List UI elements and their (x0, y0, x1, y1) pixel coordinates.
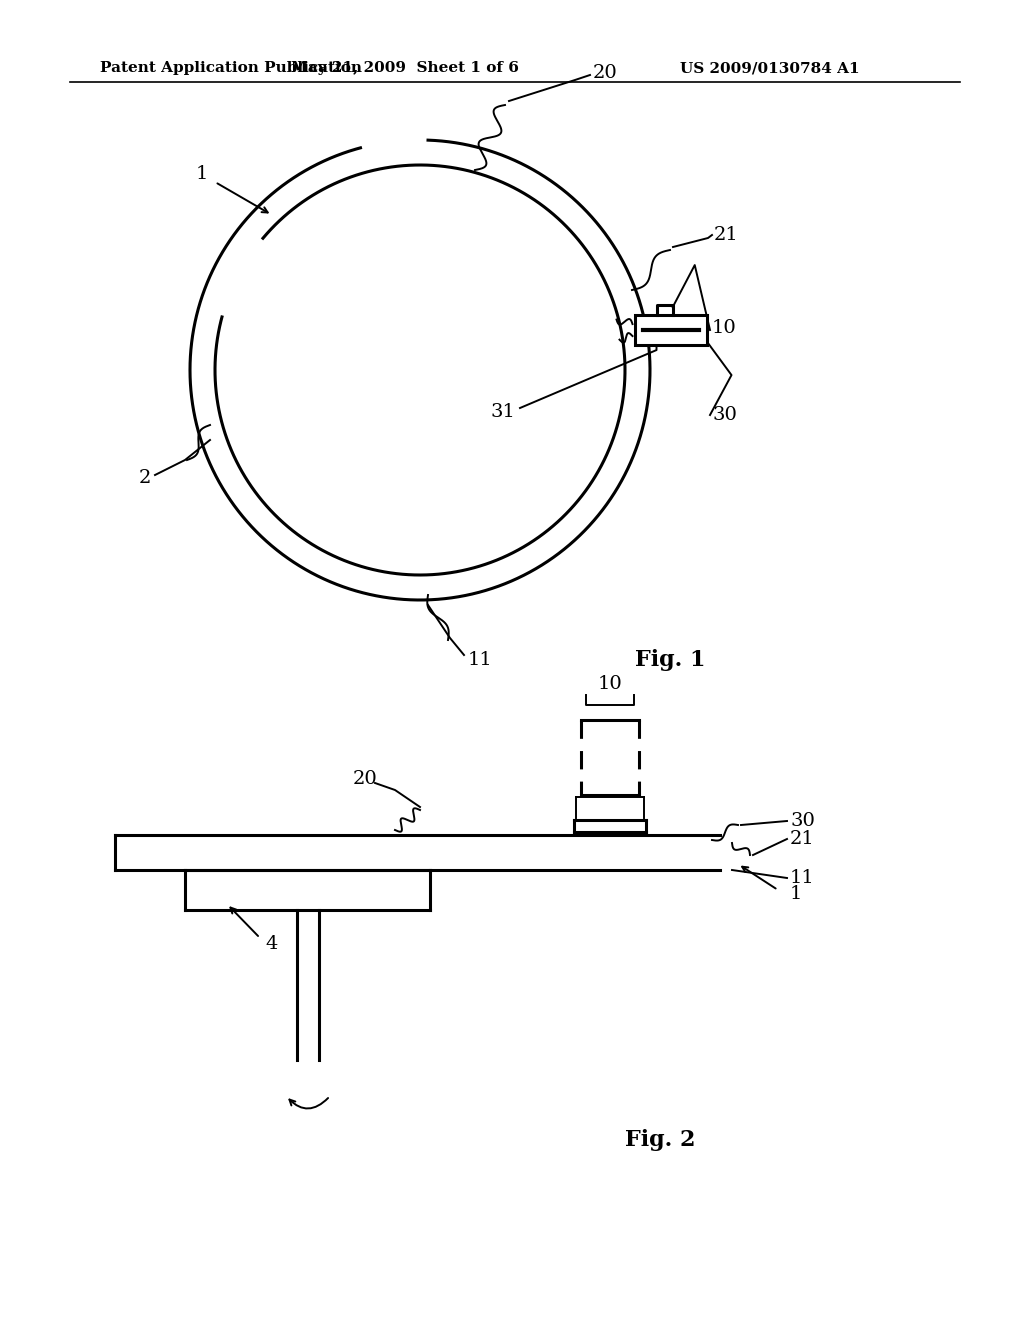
Text: 11: 11 (468, 651, 493, 669)
Text: 10: 10 (598, 675, 623, 693)
Bar (635, 315, 707, 345)
Text: 20: 20 (593, 63, 617, 82)
Text: 21: 21 (714, 226, 738, 244)
Text: Fig. 2: Fig. 2 (625, 1129, 695, 1151)
Text: 31: 31 (490, 403, 515, 421)
Text: 10: 10 (712, 319, 736, 337)
Text: 30: 30 (712, 407, 737, 424)
Text: 4: 4 (265, 935, 278, 953)
Text: US 2009/0130784 A1: US 2009/0130784 A1 (680, 61, 859, 75)
Text: 1: 1 (196, 165, 208, 183)
Text: Fig. 1: Fig. 1 (635, 649, 706, 671)
Text: 11: 11 (790, 869, 815, 887)
Text: 21: 21 (790, 830, 815, 847)
Text: 2: 2 (139, 469, 152, 487)
Text: Patent Application Publication: Patent Application Publication (100, 61, 362, 75)
Text: 20: 20 (352, 770, 378, 788)
Text: 30: 30 (790, 812, 815, 830)
Text: 1: 1 (790, 884, 803, 903)
Text: May 21, 2009  Sheet 1 of 6: May 21, 2009 Sheet 1 of 6 (291, 61, 519, 75)
